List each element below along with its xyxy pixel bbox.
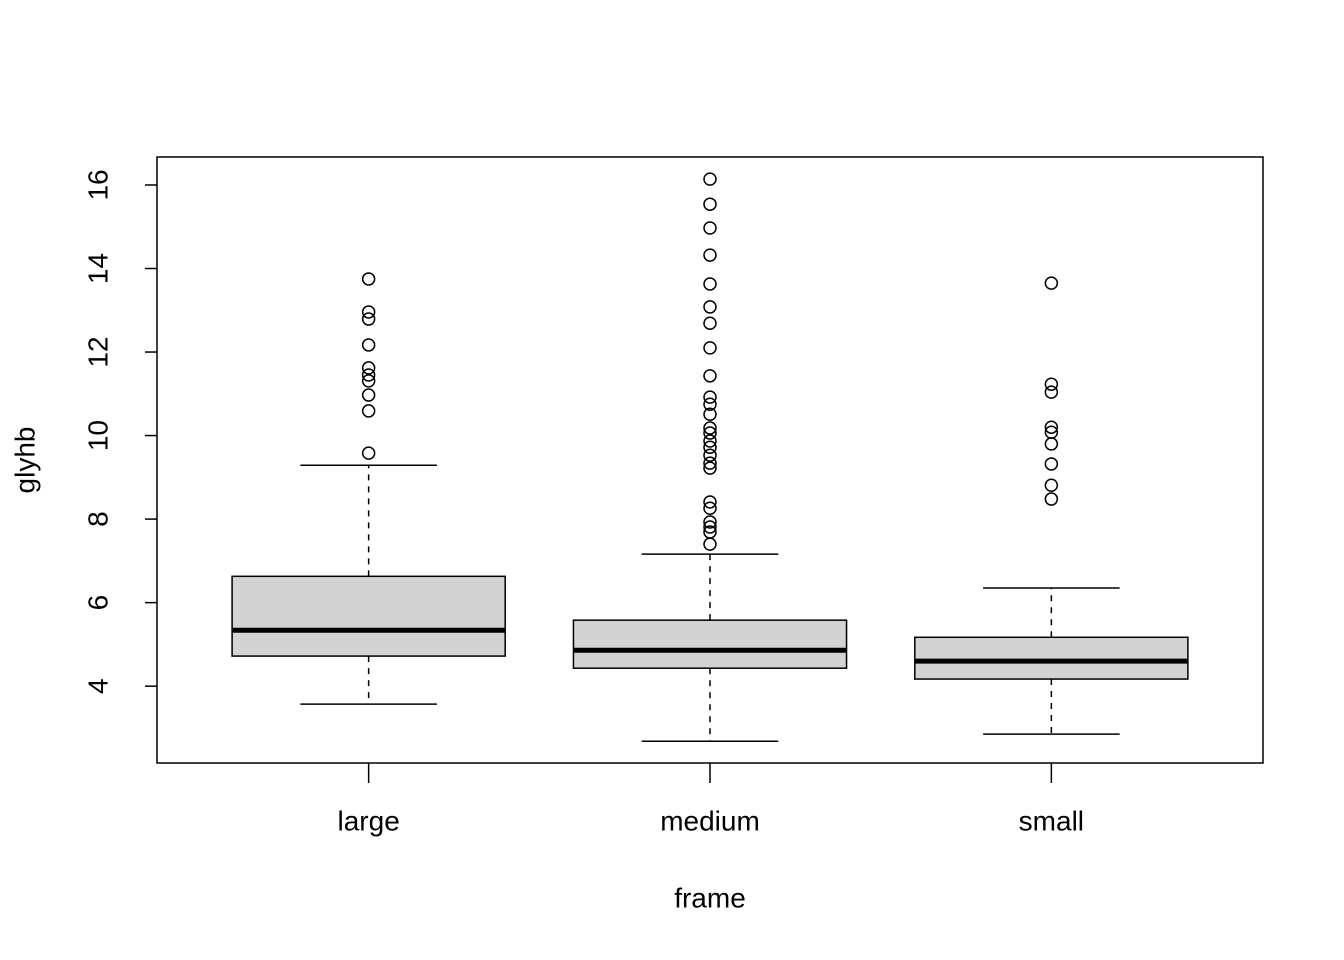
outlier [703, 300, 717, 314]
box [231, 575, 506, 657]
outlier [703, 461, 717, 475]
outlier [1044, 377, 1059, 391]
x-tick-label: small [1019, 805, 1084, 836]
outlier [361, 374, 376, 388]
x-axis-label: frame [674, 882, 746, 913]
outlier [1044, 420, 1059, 434]
outlier [1044, 385, 1059, 399]
outlier [361, 305, 376, 319]
outlier [1044, 478, 1059, 493]
outlier [703, 172, 717, 186]
outlier [703, 434, 717, 448]
x-tick-label: medium [660, 805, 760, 836]
y-tick-label: 12 [82, 336, 113, 367]
x-tick-label: large [338, 805, 400, 836]
y-tick-label: 10 [82, 420, 113, 451]
outlier [703, 369, 717, 383]
outlier [703, 248, 717, 262]
outlier [1044, 276, 1059, 290]
outlier [703, 277, 717, 291]
box [914, 636, 1189, 680]
outlier [361, 446, 376, 460]
outlier [361, 338, 376, 352]
outlier [1044, 492, 1059, 506]
outlier [703, 397, 717, 411]
outlier [361, 272, 376, 286]
outlier [703, 501, 717, 515]
outlier [703, 456, 717, 470]
outlier [361, 361, 376, 375]
outlier [703, 197, 717, 211]
outlier [703, 520, 717, 534]
outlier [361, 404, 376, 418]
outlier [703, 426, 717, 440]
outlier [703, 407, 717, 422]
y-axis-label: glyhb [9, 427, 40, 494]
outlier [1044, 437, 1059, 451]
outlier [703, 341, 717, 355]
outlier [703, 515, 717, 529]
y-tick-label: 4 [82, 678, 113, 694]
box [572, 619, 848, 669]
outlier [703, 537, 717, 551]
outlier [361, 368, 376, 382]
outlier [703, 390, 717, 404]
outlier [703, 440, 717, 455]
outlier [361, 388, 376, 402]
y-tick-label: 8 [82, 511, 113, 527]
outlier [361, 312, 376, 326]
y-tick-label: 14 [82, 253, 113, 284]
outlier [703, 448, 717, 462]
outlier [1044, 457, 1059, 471]
y-tick-label: 6 [82, 595, 113, 611]
y-tick-label: 16 [82, 169, 113, 200]
outlier [703, 316, 717, 330]
outlier [703, 421, 717, 435]
outlier [703, 221, 717, 235]
outlier [703, 495, 717, 509]
